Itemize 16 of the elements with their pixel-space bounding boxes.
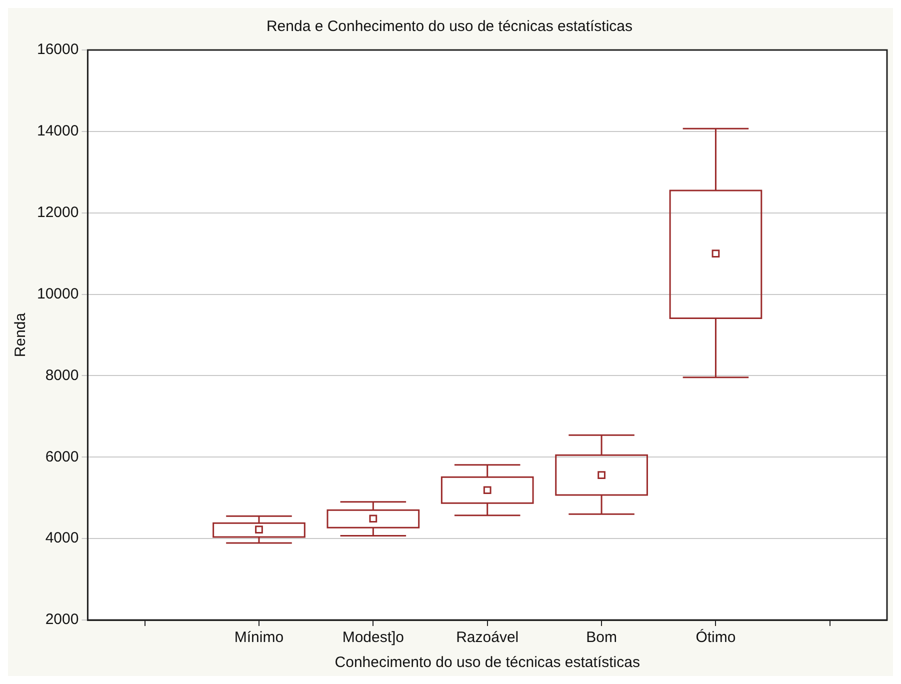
x-axis-title: Conhecimento do uso de técnicas estatísticas [334,654,640,672]
y-tick-label: 2000 [45,611,79,628]
x-tick-label: Mínimo [234,629,284,646]
y-tick-label: 10000 [36,285,79,302]
y-tick-label: 4000 [45,530,79,547]
x-tick-label: Ótimo [696,628,736,646]
x-tick-label: Razoável [456,629,519,646]
y-tick-label: 14000 [36,122,79,140]
y-tick-label: 6000 [45,448,79,466]
y-tick-label: 8000 [45,366,79,384]
chart-title: Renda e Conhecimento do uso de técnicas estatísticas [266,18,633,36]
x-tick-label: Modest]o [342,629,404,646]
y-tick-label: 12000 [36,204,79,221]
y-axis-title: Renda [12,312,30,358]
y-tick-label: 16000 [36,41,79,58]
x-tick-label: Bom [586,629,617,646]
